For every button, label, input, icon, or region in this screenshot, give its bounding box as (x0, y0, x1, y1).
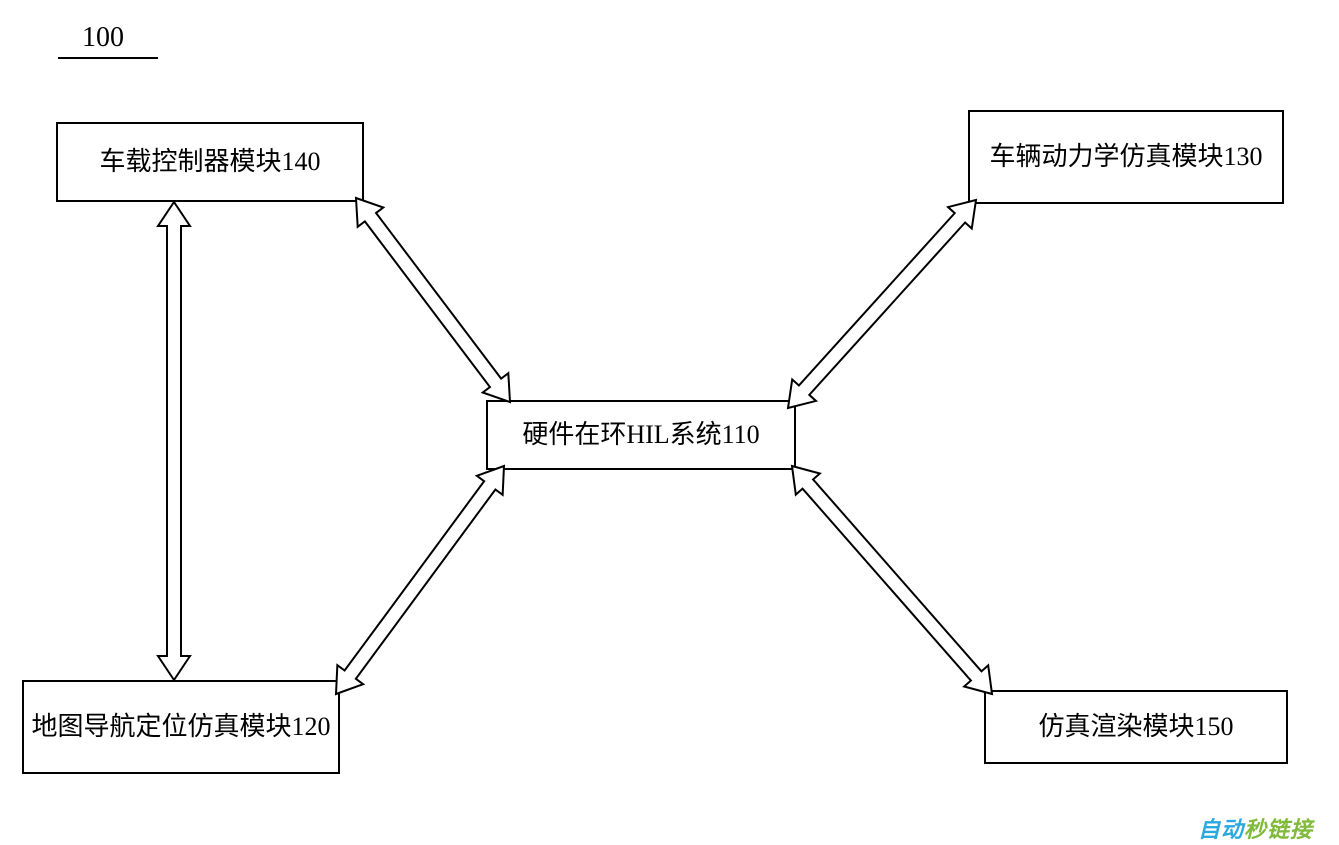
node-map-nav-positioning-sim-120: 地图导航定位仿真模块120 (22, 680, 340, 774)
diagram-canvas: 100 车载控制器模块140 车辆动力学仿真模块130 硬件在环HIL系统110… (0, 0, 1339, 845)
edge-e-110-130 (788, 200, 976, 408)
figure-number-label: 100 (82, 22, 124, 54)
watermark-part1: 自动 (1198, 817, 1244, 842)
watermark-part2: 秒链接 (1244, 817, 1313, 842)
edge-e-110-140 (356, 198, 510, 402)
watermark-text: 自动秒链接 (1198, 812, 1313, 844)
node-hil-system-110: 硬件在环HIL系统110 (486, 400, 796, 470)
node-sim-rendering-150: 仿真渲染模块150 (984, 690, 1288, 764)
edge-e-110-150 (792, 466, 992, 694)
edge-e-110-120 (336, 466, 504, 694)
node-vehicle-dynamics-sim-130: 车辆动力学仿真模块130 (968, 110, 1284, 204)
edge-e-120-140 (158, 202, 190, 680)
node-onboard-controller-140: 车载控制器模块140 (56, 122, 364, 202)
